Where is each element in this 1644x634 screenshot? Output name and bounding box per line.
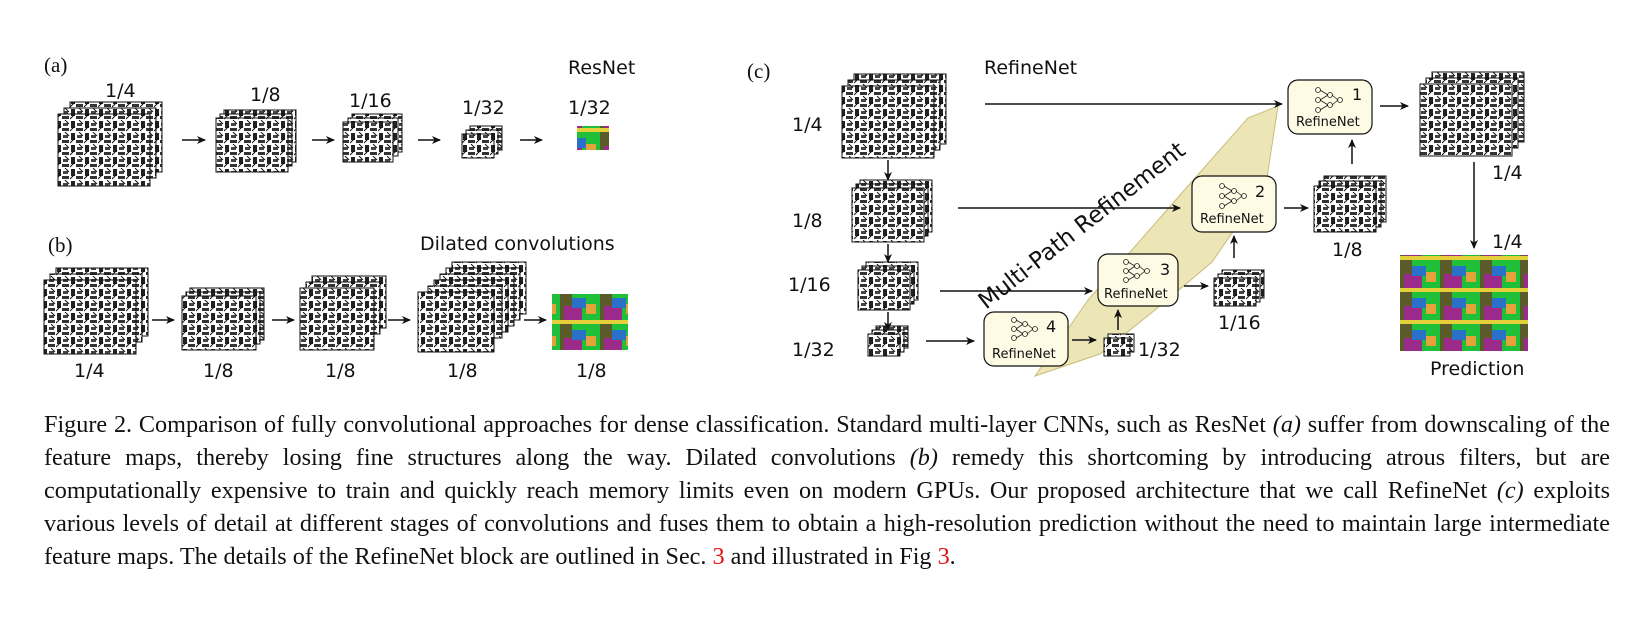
refinenet-block-2-number: 2 <box>1255 182 1265 201</box>
panel-b-featuremap-3 <box>299 275 387 351</box>
panel-b-scale-4: 1/8 <box>447 360 478 382</box>
panel-c-left-scale-4: 1/32 <box>792 339 835 361</box>
panel-a-scale-4: 1/32 <box>462 97 505 119</box>
prediction-output <box>1400 255 1528 351</box>
figure-2-diagram: (a) ResNet 1/4 1/8 1/16 1/32 1/32 (b) Di… <box>43 53 1528 382</box>
panel-c-left-scale-2: 1/8 <box>792 210 823 232</box>
panel-b-scale-1: 1/4 <box>74 360 105 382</box>
section-reference-link[interactable]: 3 <box>712 543 725 570</box>
panel-b-scale-3: 1/8 <box>325 360 356 382</box>
panel-c-left-scale-1: 1/4 <box>792 114 823 136</box>
panel-b-featuremap-4 <box>417 261 527 353</box>
network-icon <box>1315 87 1343 113</box>
panel-a-scale-2: 1/8 <box>250 84 281 106</box>
caption-text-5: and illustrated in Fig <box>724 543 938 570</box>
panel-c-tag: (c) <box>747 59 770 83</box>
caption-text-1: Figure 2. Comparison of fully convolutio… <box>44 411 1273 438</box>
prediction-label: Prediction <box>1430 358 1524 380</box>
panel-a-featuremap-2 <box>215 109 297 173</box>
refinenet-block-4-number: 4 <box>1046 317 1056 336</box>
refinenet-block-2: 2 RefineNet <box>1191 175 1277 233</box>
panel-b-featuremap-2 <box>181 287 265 351</box>
panel-a-output <box>577 126 609 150</box>
panel-c-final-scale: 1/4 <box>1492 231 1523 253</box>
multi-path-refinement-wedge <box>1033 105 1279 377</box>
refinenet-1-output-map <box>1419 71 1525 157</box>
refinenet-3-output-map <box>1213 269 1265 307</box>
panel-a-scale-1: 1/4 <box>105 80 136 102</box>
panel-c-featuremap-1-8 <box>851 179 933 243</box>
panel-c-out-scale-1-8: 1/8 <box>1332 239 1363 261</box>
caption-text-3: remedy this shortcoming by introducing a… <box>44 444 1611 504</box>
network-icon <box>1123 259 1150 283</box>
panel-b-featuremap-1 <box>43 267 149 355</box>
figure-reference-link[interactable]: 3 <box>937 543 950 570</box>
panel-c-featuremap-1-4 <box>841 73 947 159</box>
panel-b-title: Dilated convolutions <box>420 233 615 255</box>
panel-a-title: ResNet <box>568 57 635 79</box>
caption-ref-a: (a) <box>1272 411 1301 438</box>
refinenet-2-output-map <box>1313 175 1387 233</box>
caption-ref-b: (b) <box>909 444 938 471</box>
panel-a-tag: (a) <box>44 53 67 77</box>
panel-a-featuremap-3 <box>342 113 403 163</box>
panel-a-scale-3: 1/16 <box>349 90 392 112</box>
caption-text-2: suffer from downscaling of the feature m… <box>44 411 1610 471</box>
panel-b-output <box>552 294 628 350</box>
refinenet-block-2-label: RefineNet <box>1200 212 1264 227</box>
refinenet-block-4: 4 RefineNet <box>983 311 1069 367</box>
refinenet-4-output-map <box>1103 333 1135 357</box>
panel-b-tag: (b) <box>48 233 73 257</box>
panel-c-featuremap-1-32 <box>867 325 909 357</box>
panel-c-out-scale-1-32: 1/32 <box>1138 339 1181 361</box>
refinenet-block-3-label: RefineNet <box>1104 287 1168 302</box>
refinenet-block-3-number: 3 <box>1160 260 1170 279</box>
panel-c-title: RefineNet <box>984 57 1077 79</box>
panel-c-out-scale-1-4: 1/4 <box>1492 162 1523 184</box>
panel-a-featuremap-4 <box>461 125 503 159</box>
panel-c-left-scale-3: 1/16 <box>788 274 831 296</box>
figure-caption: Figure 2. Comparison of fully convolutio… <box>44 408 1610 573</box>
panel-c-featuremap-1-16 <box>857 261 919 311</box>
refinenet-block-1-label: RefineNet <box>1296 115 1360 130</box>
network-icon <box>1011 317 1038 341</box>
panel-a-scale-5: 1/32 <box>568 97 611 119</box>
refinenet-block-1-number: 1 <box>1352 85 1362 104</box>
refinenet-block-4-label: RefineNet <box>992 347 1056 362</box>
caption-ref-c: (c) <box>1496 477 1524 504</box>
panel-b-scale-2: 1/8 <box>203 360 234 382</box>
refinenet-block-1: 1 RefineNet <box>1287 79 1373 135</box>
panel-b-scale-5: 1/8 <box>576 360 607 382</box>
network-icon <box>1219 183 1247 209</box>
caption-text-4: exploits various levels of detail at dif… <box>44 477 1611 570</box>
refinenet-block-3: 3 RefineNet <box>1097 253 1179 307</box>
caption-text-6: . <box>949 543 956 570</box>
panel-a-featuremap-1 <box>57 101 163 187</box>
panel-c-out-scale-1-16: 1/16 <box>1218 312 1261 334</box>
